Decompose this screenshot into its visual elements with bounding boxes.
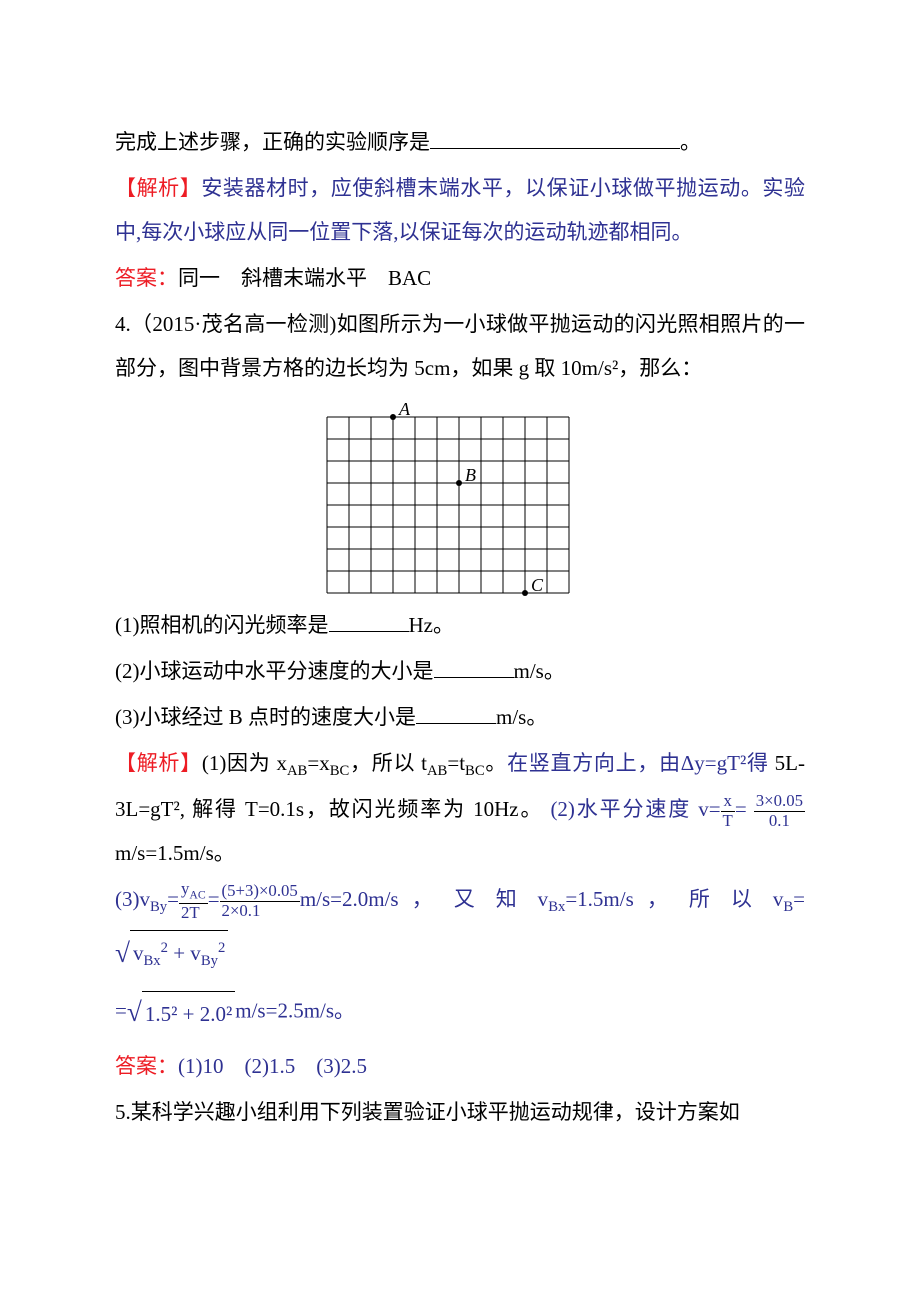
q4-part3: (3)小球经过 B 点时的速度大小是 m/s。 — [115, 695, 805, 739]
q4-heading: 4.（2015·茂名高一检测)如图所示为一小球做平抛运动的闪光照相照片的一部分，… — [115, 302, 805, 390]
a2c-sub3: B — [783, 899, 793, 915]
answer-2: 答案：(1)10 (2)1.5 (3)2.5 — [115, 1044, 805, 1088]
q4-part1-suffix: Hz。 — [409, 613, 455, 637]
a2c6: = — [793, 887, 805, 911]
q4-part1-prefix: (1)照相机的闪光频率是 — [115, 613, 329, 637]
a2-sub2: BC — [330, 763, 350, 779]
projectile-grid-diagram: A B C — [323, 397, 597, 597]
a2d1: = — [115, 999, 127, 1023]
a2-sub3: AB — [427, 763, 447, 779]
svg-text:B: B — [465, 465, 476, 485]
step-suffix: 。 — [680, 130, 701, 154]
step-line: 完成上述步骤，正确的实验顺序是 。 — [115, 120, 805, 164]
a2b-blue1: (2)水平分速度 v= — [550, 797, 720, 821]
a2a3: ，所以 t — [349, 751, 427, 775]
a2c1: (3)v — [115, 887, 150, 911]
q4-part2-prefix: (2)小球运动中水平分速度的大小是 — [115, 659, 434, 683]
a2b3: m/s=1.5m/s。 — [115, 841, 235, 865]
a2-blue1: 在竖直方向上，由Δy=gT²得 — [507, 751, 769, 775]
a2-sub1: AB — [287, 763, 307, 779]
step-prefix: 完成上述步骤，正确的实验顺序是 — [115, 130, 430, 154]
a2a4: =t — [447, 751, 465, 775]
a2c-sub1: By — [150, 899, 167, 915]
q4-part3-prefix: (3)小球经过 B 点时的速度大小是 — [115, 705, 416, 729]
radical-icon: √ — [127, 984, 142, 1041]
a2c3: = — [208, 887, 220, 911]
analysis-2-line4: =√1.5² + 2.0²m/s=2.5m/s。 — [115, 984, 805, 1041]
answer2-label: 答案： — [115, 1054, 178, 1078]
answer-body: 同一 斜槽末端水平 BAC — [178, 266, 431, 290]
analysis2-label: 【解析】 — [115, 751, 202, 775]
page: 完成上述步骤，正确的实验顺序是。 【解析】安装器材时，应使斜槽末端水平，以保证小… — [0, 0, 920, 1302]
svg-text:C: C — [531, 575, 544, 595]
step-blank — [430, 127, 680, 149]
a2-sub4: BC — [465, 763, 485, 779]
sqrt-15-20: √1.5² + 2.0² — [127, 984, 235, 1041]
q4-part3-blank — [416, 702, 496, 724]
analysis-1: 【解析】安装器材时，应使斜槽末端水平，以保证小球做平抛运动。实验中,每次小球应从… — [115, 166, 805, 254]
radical-icon: √ — [115, 925, 130, 982]
sqrt-vbx-vby: √vBx2 + vBy2 — [115, 925, 228, 982]
analysis-2-sqrt1: √vBx2 + vBy2 — [115, 925, 805, 982]
frac-x-over-T: xT — [721, 792, 735, 830]
analysis-label: 【解析】 — [115, 176, 201, 200]
frac-yAC-over-2T: yAC2T — [179, 880, 208, 922]
a2a1: (1)因为 x — [202, 751, 287, 775]
svg-text:A: A — [398, 399, 411, 419]
analysis-2-line1: 【解析】(1)因为 xAB=xBC，所以 tAB=tBC。在竖直方向上，由Δy=… — [115, 741, 805, 875]
q5-heading: 5.某科学兴趣小组利用下列装置验证小球平抛运动规律，设计方案如 — [115, 1090, 805, 1134]
a2c2: = — [167, 887, 179, 911]
answer2-body: (1)10 (2)1.5 (3)2.5 — [178, 1054, 367, 1078]
a2a5: 。 — [485, 751, 507, 775]
analysis-body: 安装器材时，应使斜槽末端水平，以保证小球做平抛运动。实验中,每次小球应从同一位置… — [115, 176, 805, 244]
q4-part1-blank — [329, 610, 409, 632]
q4-part2-blank — [434, 656, 514, 678]
q4-part2: (2)小球运动中水平分速度的大小是 m/s。 — [115, 649, 805, 693]
answer-1: 答案：同一 斜槽末端水平 BAC — [115, 256, 805, 300]
frac-3x005-over-01: 3×0.050.1 — [754, 792, 805, 830]
a2c-sub2: Bx — [548, 899, 565, 915]
frac-53-over-2x01: (5+3)×0.052×0.1 — [220, 882, 300, 920]
q4-part2-suffix: m/s。 — [514, 659, 565, 683]
a2b-blue2: = — [735, 797, 747, 821]
q4-part3-suffix: m/s。 — [496, 705, 547, 729]
a2c5: =1.5m/s ， 所 以 v — [565, 887, 783, 911]
a2a2: =x — [307, 751, 329, 775]
a2c4: m/s=2.0m/s ， 又 知 v — [300, 887, 548, 911]
a2d2: m/s=2.5m/s。 — [235, 999, 355, 1023]
analysis-2-line3: (3)vBy=yAC2T=(5+3)×0.052×0.1m/s=2.0m/s ，… — [115, 877, 805, 923]
q4-part1: (1)照相机的闪光频率是 Hz。 — [115, 603, 805, 647]
answer-label: 答案： — [115, 266, 178, 290]
a2b2: 解得 T=0.1s，故闪光频率为 10Hz。 — [192, 797, 543, 821]
